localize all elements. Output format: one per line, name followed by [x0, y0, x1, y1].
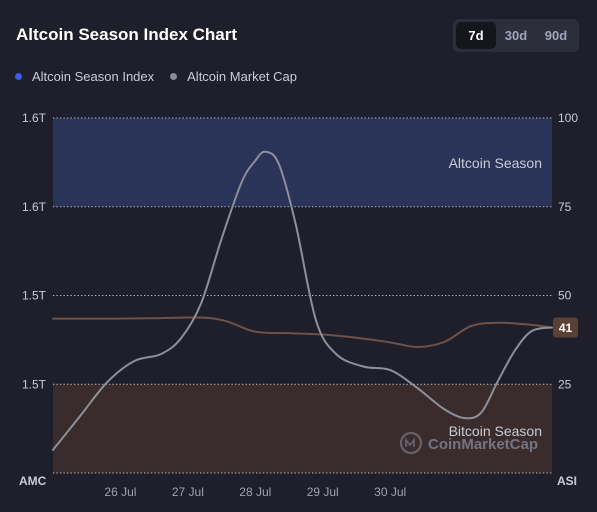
- right-axis-tick-label: 50: [558, 289, 572, 303]
- chart-title: Altcoin Season Index Chart: [16, 25, 238, 44]
- x-axis-tick-label: 26 Jul: [104, 485, 136, 499]
- legend-item-altcoin-market-cap[interactable]: Altcoin Market Cap: [170, 69, 297, 84]
- time-range-selector: 7d 30d 90d: [453, 19, 579, 52]
- right-axis-tick-label: 25: [558, 377, 572, 391]
- range-7d-button[interactable]: 7d: [456, 22, 496, 49]
- watermark-text: CoinMarketCap: [428, 436, 538, 453]
- left-axis-tick-label: 1.5T: [22, 289, 47, 303]
- left-axis-label: AMC: [19, 474, 47, 488]
- left-axis-tick-label: 1.5T: [22, 377, 47, 391]
- zone-band: [53, 118, 552, 207]
- chart-legend: Altcoin Season Index Altcoin Market Cap: [15, 69, 313, 84]
- zone-label: Altcoin Season: [449, 155, 542, 171]
- right-axis-tick-label: 100: [558, 111, 578, 125]
- left-axis-tick-label: 1.6T: [22, 200, 47, 214]
- legend-item-altcoin-season-index[interactable]: Altcoin Season Index: [15, 69, 154, 84]
- watermark: CoinMarketCap: [399, 431, 538, 455]
- x-axis-tick-label: 28 Jul: [239, 485, 271, 499]
- coinmarketcap-logo-icon: [399, 431, 423, 455]
- series-line-altcoin-market-cap: [52, 150, 553, 451]
- right-axis-label: ASI: [557, 474, 577, 488]
- series-line-altcoin-season-index: [52, 316, 553, 348]
- legend-label: Altcoin Season Index: [32, 69, 155, 84]
- zone-band: [53, 384, 552, 473]
- last-value-label: 41: [559, 321, 573, 335]
- legend-dot-icon: [170, 73, 178, 80]
- left-axis-tick-label: 1.6T: [22, 111, 47, 125]
- zone-label: Bitcoin Season: [449, 423, 542, 439]
- x-axis-tick-label: 27 Jul: [172, 485, 204, 499]
- last-value-badge: [553, 317, 578, 338]
- right-axis-tick-label: 75: [558, 200, 572, 214]
- legend-label: Altcoin Market Cap: [187, 69, 297, 84]
- range-90d-button[interactable]: 90d: [544, 28, 568, 43]
- x-axis-tick-label: 29 Jul: [307, 485, 339, 499]
- x-axis-tick-label: 30 Jul: [374, 485, 406, 499]
- range-30d-button[interactable]: 30d: [504, 28, 528, 43]
- legend-dot-icon: [15, 73, 22, 80]
